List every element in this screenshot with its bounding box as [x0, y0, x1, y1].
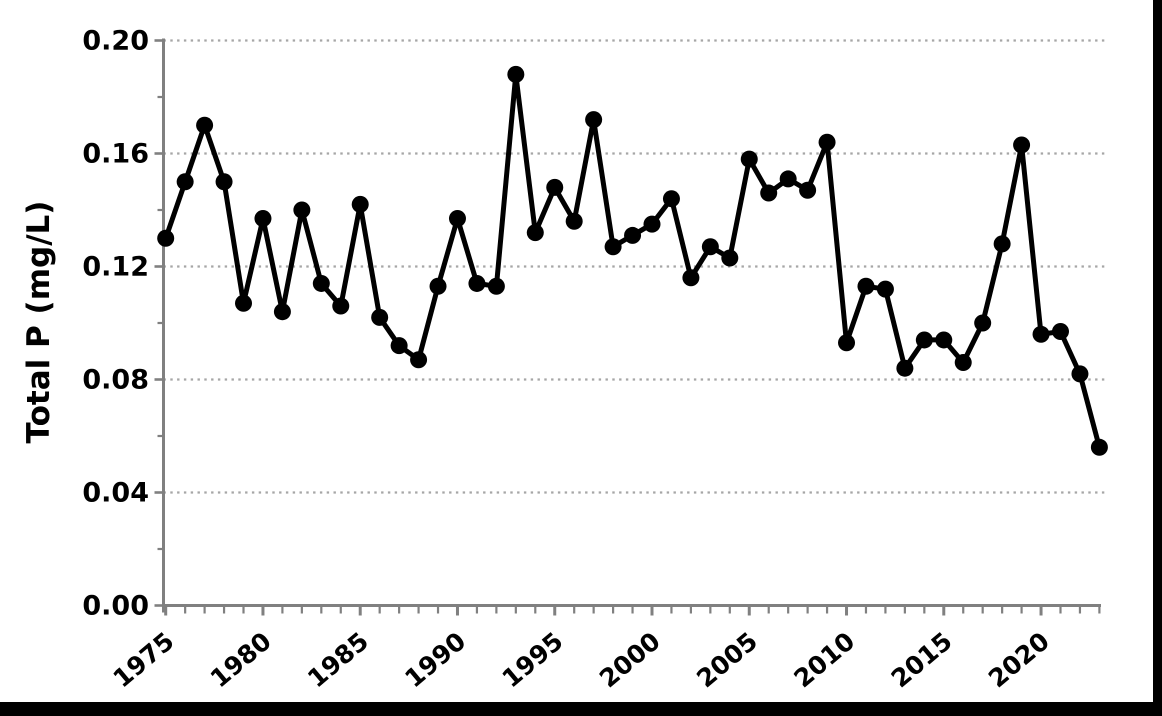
x-tick-label-2015: 2015 [886, 626, 958, 693]
data-point-2007 [779, 170, 797, 188]
data-point-1977 [196, 116, 214, 134]
data-point-2011 [857, 277, 875, 295]
x-tick-label-2020: 2020 [983, 626, 1055, 693]
data-point-2006 [760, 184, 778, 202]
x-tick-label-1990: 1990 [399, 626, 471, 693]
y-axis-title: Total P (mg/L) [21, 201, 57, 444]
x-tick-label-1980: 1980 [205, 626, 277, 693]
data-point-1982 [293, 201, 311, 219]
data-point-2018 [993, 235, 1011, 253]
data-point-1991 [468, 274, 486, 292]
data-point-2008 [799, 181, 817, 199]
y-tick-label-0.20: 0.20 [82, 26, 149, 57]
data-point-1985 [351, 195, 369, 213]
data-point-2016 [954, 354, 972, 372]
x-tick-label-2005: 2005 [691, 626, 763, 693]
data-point-2001 [662, 190, 680, 208]
data-point-2020 [1032, 325, 1050, 343]
frame-right-bar [1153, 0, 1162, 716]
frame-bottom-bar [0, 702, 1162, 716]
y-tick-label-0.12: 0.12 [82, 252, 149, 283]
data-point-2022 [1071, 365, 1089, 383]
data-point-2004 [721, 249, 739, 267]
ticks-layer [154, 39, 1101, 616]
x-tick-label-1975: 1975 [108, 626, 180, 693]
data-point-2010 [838, 334, 856, 352]
data-point-2012 [876, 280, 894, 298]
data-point-2002 [682, 269, 700, 287]
data-point-2017 [974, 314, 992, 332]
data-point-2014 [915, 331, 933, 349]
data-point-1992 [487, 277, 505, 295]
data-point-2023 [1090, 438, 1108, 456]
data-point-1984 [332, 297, 350, 315]
data-point-2003 [701, 238, 719, 256]
data-point-1987 [390, 337, 408, 355]
data-point-1976 [176, 173, 194, 191]
data-point-1994 [526, 224, 544, 242]
data-point-1980 [254, 209, 272, 227]
data-point-1993 [507, 65, 525, 83]
data-point-2009 [818, 133, 836, 151]
y-tick-label-0.00: 0.00 [82, 591, 149, 622]
data-point-1988 [410, 351, 428, 369]
data-series-layer [157, 65, 1108, 456]
data-point-2005 [740, 150, 758, 168]
data-point-1978 [215, 173, 233, 191]
data-point-2000 [643, 215, 661, 233]
gridlines-layer [163, 39, 1106, 494]
data-point-1999 [624, 226, 642, 244]
data-point-1979 [235, 294, 253, 312]
data-point-1990 [448, 209, 466, 227]
data-point-2019 [1013, 136, 1031, 154]
x-tick-label-2010: 2010 [788, 626, 860, 693]
x-tick-label-1985: 1985 [302, 626, 374, 693]
data-point-2015 [935, 331, 953, 349]
data-point-1998 [604, 238, 622, 256]
data-point-1997 [585, 111, 603, 129]
data-point-1981 [273, 303, 291, 321]
axes-layer [162, 38, 1101, 613]
data-point-1983 [312, 274, 330, 292]
data-point-1986 [371, 308, 389, 326]
data-point-1989 [429, 277, 447, 295]
data-point-2021 [1051, 322, 1069, 340]
y-tick-label-0.08: 0.08 [82, 365, 149, 396]
y-tick-label-0.16: 0.16 [82, 139, 149, 170]
x-tick-label-1995: 1995 [497, 626, 569, 693]
data-point-1995 [546, 178, 564, 196]
data-point-2013 [896, 359, 914, 377]
data-point-1996 [565, 212, 583, 230]
y-tick-label-0.04: 0.04 [82, 478, 149, 509]
data-point-1975 [157, 229, 175, 247]
x-tick-label-2000: 2000 [594, 626, 666, 693]
total-p-line [163, 71, 1102, 450]
